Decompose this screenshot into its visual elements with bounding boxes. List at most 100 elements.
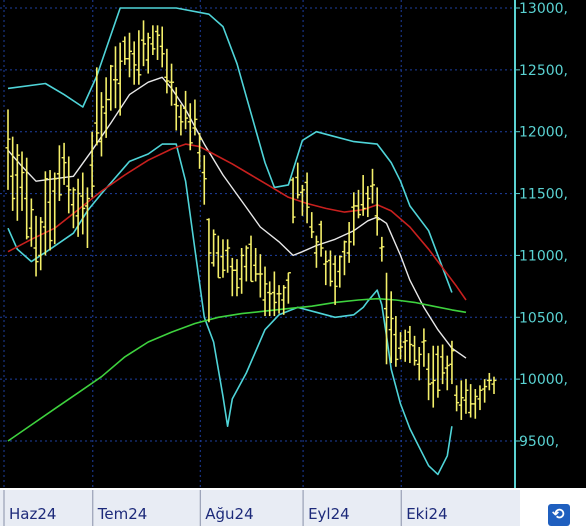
price-bar <box>491 376 497 394</box>
price-bar <box>276 285 282 314</box>
price-bar <box>201 155 207 205</box>
price-bar <box>398 332 404 360</box>
x-tick-label: Ağu24 <box>205 505 253 523</box>
y-tick-label: 11500, <box>519 187 568 203</box>
price-bar <box>454 385 460 412</box>
price-bar <box>444 355 450 391</box>
price-bar <box>10 136 16 211</box>
price-bar <box>220 239 226 278</box>
x-axis: Haz24 Tem24 Ağu24 Eyl24 Eki24 <box>0 488 586 526</box>
price-bar <box>94 67 100 146</box>
price-bar <box>155 25 161 60</box>
y-tick-label: 9500, <box>519 434 559 450</box>
price-bar <box>75 178 81 237</box>
price-bar <box>393 316 399 367</box>
y-tick-label: 13000, <box>519 1 568 17</box>
price-bar <box>150 25 156 56</box>
price-bar <box>47 170 53 251</box>
x-tick-label: Haz24 <box>9 505 56 523</box>
price-bar <box>365 186 371 218</box>
y-axis: 13000, 12500, 12000, 11500, 11000, 10500, 1000… <box>514 0 586 488</box>
price-bar <box>187 103 193 151</box>
price-bar <box>346 222 352 263</box>
price-bar <box>323 250 329 286</box>
price-bar <box>28 198 34 247</box>
y-axis-background <box>515 0 586 488</box>
price-bar <box>257 254 263 298</box>
series-bollinger-line <box>7 7 453 293</box>
price-bar <box>370 168 375 204</box>
price-bar <box>327 250 333 287</box>
price-bar <box>299 184 305 216</box>
series-layer <box>7 7 467 476</box>
series-ma-mid-line <box>7 143 467 301</box>
price-bar <box>472 389 478 419</box>
price-bar <box>285 272 291 304</box>
price-bar <box>426 353 432 401</box>
grid-layer <box>0 0 515 488</box>
price-bar <box>379 236 385 262</box>
price-bar <box>173 87 179 131</box>
refresh-icon[interactable]: ⟲ <box>548 504 570 526</box>
price-bar <box>304 172 310 224</box>
price-bar <box>440 344 446 385</box>
price-bar <box>360 175 366 216</box>
price-bar <box>337 255 343 288</box>
price-bar <box>421 328 427 367</box>
price-bar <box>5 109 11 190</box>
refresh-icon-glyph: ⟲ <box>552 505 565 523</box>
price-bar <box>80 172 86 235</box>
price-bar <box>388 291 394 364</box>
price-bar <box>243 245 249 282</box>
x-axis-band <box>0 490 520 526</box>
price-bar <box>430 345 436 408</box>
price-bar <box>38 217 44 271</box>
price-bar <box>141 20 147 67</box>
price-bar <box>313 235 319 268</box>
price-bar <box>239 248 245 294</box>
price-bar <box>33 215 39 277</box>
price-bar <box>468 384 474 418</box>
series-ma-long-line <box>7 297 467 442</box>
price-bar <box>98 92 104 157</box>
price-bar <box>374 187 380 236</box>
price-bar <box>402 329 408 362</box>
price-bar <box>234 259 240 297</box>
price-bar <box>281 285 287 315</box>
price-bar <box>248 235 254 283</box>
price-bar <box>103 77 109 138</box>
price-bar <box>136 30 142 85</box>
price-bar <box>19 151 25 211</box>
price-bar <box>145 32 151 74</box>
price-bar <box>169 63 175 106</box>
price-bar <box>225 239 231 273</box>
price-bar <box>355 189 361 219</box>
price-bar <box>159 26 165 68</box>
price-bar <box>309 212 315 239</box>
price-bar <box>482 379 488 403</box>
price-bar <box>131 41 137 85</box>
price-bar <box>435 345 441 398</box>
price-bar <box>52 172 58 245</box>
price-bar <box>84 187 90 249</box>
price-bar <box>262 266 268 317</box>
price-bar <box>42 171 48 256</box>
price-bar <box>206 218 212 323</box>
price-bar <box>192 99 198 136</box>
price-bar <box>127 32 132 78</box>
price-bar <box>56 145 62 201</box>
price-bar <box>215 235 221 279</box>
price-bar <box>412 335 418 366</box>
y-tick-label: 10500, <box>519 310 568 326</box>
price-bar <box>197 132 203 169</box>
y-tick-label: 11000, <box>519 248 568 264</box>
price-bar <box>332 255 338 305</box>
price-bar <box>463 379 469 414</box>
price-bar <box>89 131 95 198</box>
price-bar <box>178 104 184 136</box>
price-bar <box>384 272 390 365</box>
x-tick-label: Eyl24 <box>308 505 350 523</box>
price-bar <box>351 192 357 246</box>
price-bar <box>122 36 128 65</box>
